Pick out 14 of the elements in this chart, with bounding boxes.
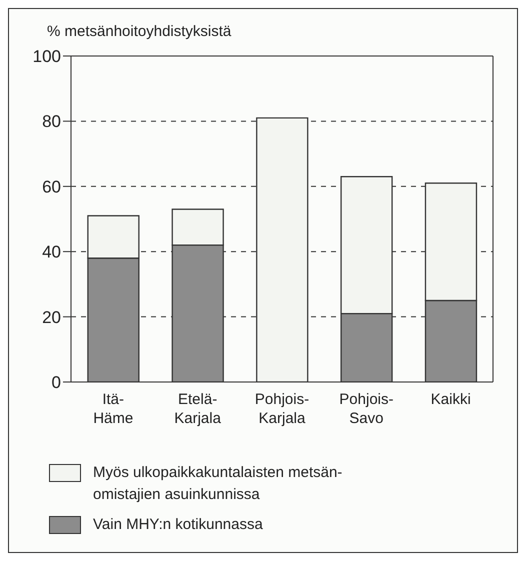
y-tick-label: 40	[42, 242, 61, 262]
y-tick-label: 100	[32, 47, 61, 66]
legend-label: Myös ulkopaikkakuntalaisten metsän- omistajien asuinkunnissa	[93, 463, 342, 505]
legend-label: Vain MHY:n kotikunnassa	[93, 515, 263, 535]
x-tick-label: Pohjois- Savo	[339, 391, 394, 427]
x-tick-label: Pohjois- Karjala	[254, 391, 310, 427]
y-tick-label: 80	[42, 112, 61, 132]
y-axis-title: % metsänhoitoyhdistyksistä	[47, 23, 232, 40]
y-tick-label: 60	[42, 177, 61, 196]
y-tick-label: 20	[42, 308, 61, 327]
y-tick-label: 0	[52, 373, 61, 392]
x-tick-label: Etelä- Karjala	[174, 391, 222, 427]
x-tick-label: Kaikki	[430, 391, 471, 408]
x-tick-label: Itä- Häme	[93, 391, 134, 427]
